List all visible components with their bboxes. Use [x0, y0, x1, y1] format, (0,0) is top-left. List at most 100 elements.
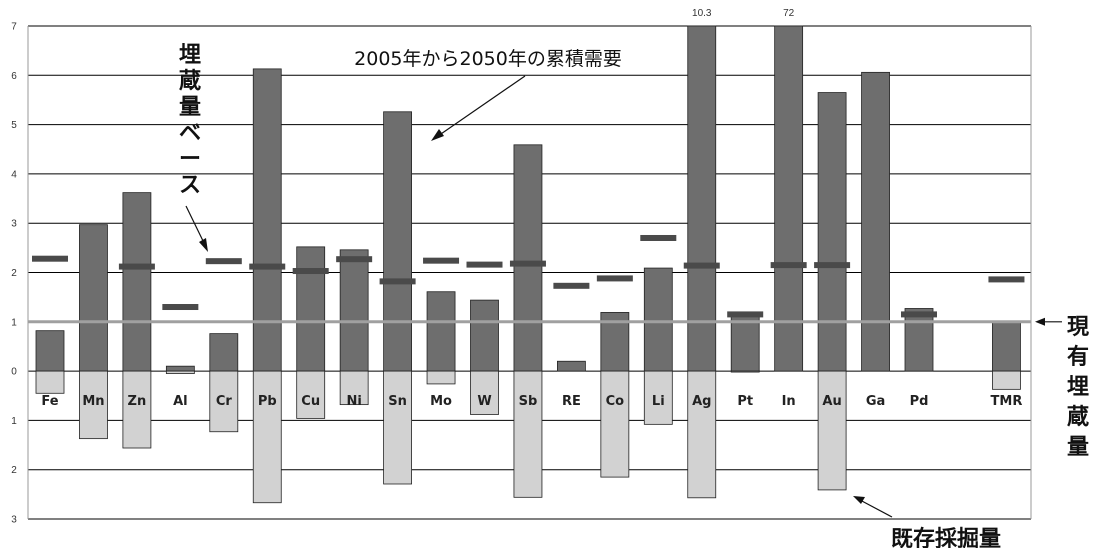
x-label-cu: Cu [301, 394, 320, 409]
reserve-base-marker-in [770, 262, 807, 269]
demand-bar-ni [339, 249, 369, 372]
demand-bar-w [470, 299, 499, 372]
reserve-base-marker-mo [423, 257, 460, 264]
mined-bar-mo [426, 370, 456, 385]
reserve-base-marker-co [596, 275, 633, 282]
x-label-li: Li [652, 394, 665, 409]
arrow-cumulative-demand [437, 75, 526, 137]
x-label-ni: Ni [346, 394, 361, 409]
y-tick-label: 1 [11, 416, 17, 427]
reserve-base-marker-au [814, 262, 851, 269]
y-tick-label: 6 [11, 71, 17, 82]
reserve-base-marker-zn [118, 263, 155, 270]
annotation-char: ス [179, 173, 201, 198]
mined-bar-co [600, 370, 630, 478]
demand-bar-cr [209, 333, 239, 372]
demand-bar-ag [687, 25, 717, 372]
mined-bar-ni [339, 370, 369, 406]
arrowhead [431, 129, 444, 141]
y-axis-ticks: 7 6 5 4 3 2 1 0 1 2 3 [11, 22, 17, 526]
demand-bar-pd [904, 308, 934, 372]
x-label-w: W [477, 394, 491, 409]
y-tick-label: 5 [11, 120, 17, 131]
reserve-base-marker-cr [205, 258, 242, 265]
clipped-value-label: 72 [783, 8, 795, 19]
reserve-base-marker-pd [901, 311, 937, 318]
x-label-co: Co [606, 394, 625, 409]
mined-bar-cr [209, 370, 239, 433]
demand-bar-tmr [992, 321, 1021, 372]
annotation-char: 量 [1067, 435, 1089, 460]
x-label-cr: Cr [216, 394, 233, 409]
annotation-char: 蔵 [179, 69, 201, 94]
clip-mask [683, 2, 720, 24]
x-label-re: RE [562, 394, 581, 409]
annotation-cumulative-demand: 2005年から2050年の累積需要 [354, 48, 622, 70]
x-label-zn: Zn [128, 394, 147, 409]
annotation-existing-mining: 既存採掘量 [891, 526, 1001, 548]
reserve-base-marker-pt [727, 311, 764, 318]
y-tick-label: 0 [11, 367, 17, 378]
demand-bar-sn [383, 111, 413, 372]
reserve-base-marker-sn [379, 278, 416, 285]
reserve-base-marker-tmr [988, 276, 1025, 283]
arrow-reserve-base [185, 205, 206, 246]
annotation-char: ベ [179, 121, 201, 146]
reserve-base-markers [32, 234, 1025, 318]
reserve-base-marker-pb [249, 263, 286, 270]
x-label-fe: Fe [41, 394, 58, 409]
mined-bar-pb [252, 370, 282, 504]
x-label-au: Au [822, 394, 841, 409]
x-label-pd: Pd [910, 394, 929, 409]
y-tick-label: 7 [11, 22, 17, 33]
x-label-mo: Mo [430, 394, 452, 409]
y-tick-label: 2 [11, 465, 17, 476]
clipped-value-labels: 10.3 72 [683, 2, 807, 24]
x-axis-labels: Fe Mn Zn Al Cr Pb Cu Ni Sn Mo W Sb RE Co Li Ag Pt In Au Ga P… [41, 394, 1022, 409]
demand-bar-in [774, 25, 804, 372]
x-label-pb: Pb [258, 394, 277, 409]
demand-bar-au [817, 92, 847, 372]
annotation-char: 埋 [179, 43, 201, 68]
demand-bar-al [165, 365, 195, 372]
clip-mask [770, 2, 807, 24]
mined-bar-w [470, 370, 499, 415]
annotation-char: ー [179, 147, 201, 172]
y-tick-label: 4 [11, 169, 17, 180]
reserve-base-marker-fe [32, 255, 68, 262]
mined-bar-cu [296, 370, 326, 419]
mined-bar-fe [35, 370, 65, 394]
reserve-base-marker-cu [292, 268, 329, 275]
reserve-base-marker-re [553, 282, 590, 289]
mined-bar-tmr [992, 370, 1021, 390]
mined-bar-zn [122, 370, 152, 449]
x-label-pt: Pt [737, 394, 753, 409]
mined-bar-sn [383, 370, 413, 485]
x-label-ag: Ag [692, 394, 711, 409]
y-tick-label: 3 [11, 219, 17, 230]
reserve-base-marker-li [640, 234, 677, 241]
demand-bar-ga [861, 71, 890, 372]
reserve-base-marker-ni [336, 256, 373, 263]
annotation-char: 量 [179, 95, 201, 120]
reserve-base-marker-w [466, 261, 503, 268]
x-label-ga: Ga [866, 394, 885, 409]
annotation-char: 埋 [1067, 375, 1089, 400]
x-label-sn: Sn [388, 394, 407, 409]
mined-bar-sb [513, 370, 543, 498]
demand-bar-li [643, 267, 673, 372]
mined-bar-li [643, 370, 673, 425]
x-label-mn: Mn [82, 394, 104, 409]
mined-bar-ag [687, 370, 717, 499]
reserve-base-marker-sb [509, 260, 546, 267]
x-label-al: Al [173, 394, 188, 409]
demand-bar-mo [426, 291, 456, 372]
mined-bar-al [165, 370, 195, 374]
arrowhead [853, 496, 865, 504]
y-tick-label: 1 [11, 317, 17, 328]
demand-bar-sb [513, 144, 543, 372]
arrow-existing-mining [859, 499, 893, 518]
